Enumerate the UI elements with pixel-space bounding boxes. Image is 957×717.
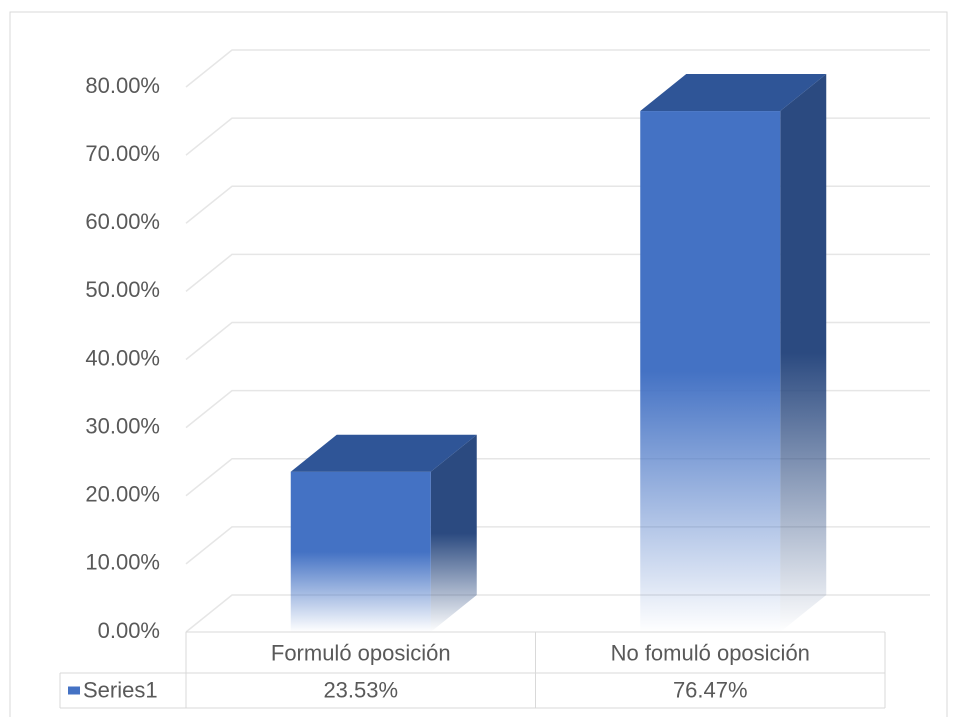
x-tick-label: Formuló oposición — [271, 640, 451, 665]
y-tick-label: 50.00% — [85, 277, 160, 302]
bar-top — [290, 434, 477, 472]
y-tick-label: 40.00% — [85, 345, 160, 370]
y-tick-label: 10.00% — [85, 550, 160, 575]
legend-swatch — [68, 686, 80, 695]
legend-label: Series1 — [83, 677, 158, 702]
y-tick-label: 80.00% — [85, 73, 160, 98]
bar-side — [780, 74, 827, 633]
x-tick-label: No fomuló oposición — [611, 640, 810, 665]
table-value: 23.53% — [323, 677, 398, 702]
bar-top — [640, 74, 827, 112]
bar — [640, 111, 781, 633]
bar-side — [430, 434, 477, 632]
grid-line — [185, 49, 930, 88]
y-tick-label: 70.00% — [85, 141, 160, 166]
bar — [290, 471, 431, 632]
chart-border — [9, 11, 948, 717]
y-tick-label: 0.00% — [98, 618, 160, 643]
y-tick-label: 60.00% — [85, 209, 160, 234]
table-value: 76.47% — [673, 677, 748, 702]
y-tick-label: 20.00% — [85, 482, 160, 507]
y-tick-label: 30.00% — [85, 413, 160, 438]
